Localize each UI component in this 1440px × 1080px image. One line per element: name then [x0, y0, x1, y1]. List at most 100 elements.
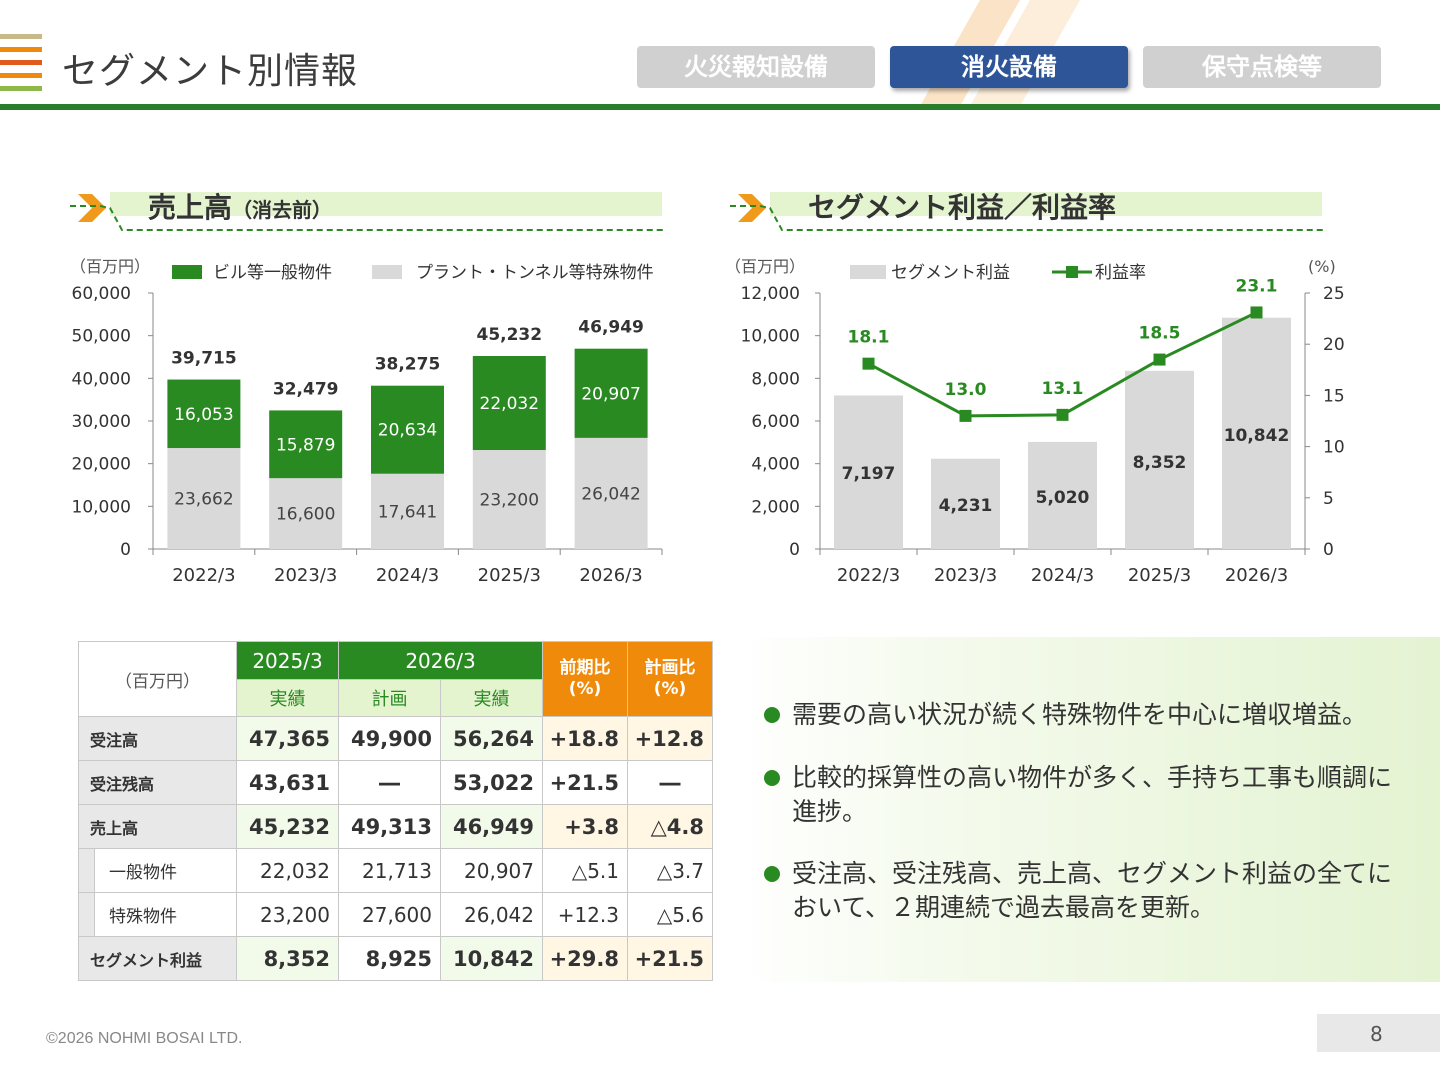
bar-special: [167, 448, 241, 549]
bar-value-label: 16,053: [174, 405, 233, 425]
y-tick-label: 30,000: [72, 412, 131, 432]
cell-vs-plan: +12.8: [627, 716, 713, 761]
cell-plan: ―: [338, 760, 441, 805]
logo-stripe: [0, 34, 42, 39]
bar-special: [574, 437, 648, 549]
y-tick-label: 6,000: [751, 412, 800, 432]
line-value-label: 23.1: [1236, 276, 1278, 296]
bar-special: [269, 478, 343, 549]
bullet-dot-icon: [764, 866, 780, 882]
line-value-label: 18.1: [848, 328, 890, 348]
bar-special: [472, 450, 546, 549]
cell-yoy: +3.8: [542, 804, 628, 849]
tab-fire-extinguishing[interactable]: 消火設備: [890, 46, 1128, 88]
y-tick-label: 2,000: [751, 497, 800, 517]
cell-2026: 20,907: [440, 848, 543, 893]
cell-2025: 47,365: [236, 716, 339, 761]
bullet-dot-icon: [764, 707, 780, 723]
line-value-label: 18.5: [1139, 324, 1181, 344]
legend-swatch: [850, 265, 886, 279]
header-yoy: 前期比 (%): [542, 641, 628, 717]
chevron-icon: [70, 194, 665, 231]
profit-section-header: セグメント利益／利益率: [730, 186, 1325, 236]
chevron-icon: [730, 194, 1325, 231]
sales-chart: （百万円） ビル等一般物件 プラント・トンネル等特殊物件 0 10,000 20,000 3…: [70, 257, 663, 586]
x-tick-label: 2023/3: [934, 565, 997, 586]
indent-cell: [78, 848, 95, 893]
bar-value-label: 22,032: [480, 394, 539, 414]
y-unit-label: （百万円）: [70, 257, 150, 276]
comment-box: 需要の高い状況が続く特殊物件を中心に増収増益。 比較的採算性の高い物件が多く、手…: [740, 637, 1440, 982]
cell-yoy: +18.8: [542, 716, 628, 761]
tab-fire-alarm[interactable]: 火災報知設備: [637, 46, 875, 88]
cell-2026: 53,022: [440, 760, 543, 805]
cell-2026: 10,842: [440, 936, 543, 981]
pct-unit: (%): [653, 679, 687, 699]
bullet-dot-icon: [764, 770, 780, 786]
sales-section-title: 売上高（消去前）: [148, 191, 333, 224]
row-label: 特殊物件: [94, 892, 237, 937]
legend-label: プラント・トンネル等特殊物件: [416, 263, 654, 283]
y-tick-label: 10,000: [72, 497, 131, 517]
bar-value-label: 10,842: [1224, 426, 1290, 446]
sub-header-actual-2025: 実績: [236, 679, 339, 717]
yoy-head-label: 前期比: [559, 658, 611, 678]
page-number: 8: [1370, 1022, 1383, 1046]
bar-value-label: 7,197: [842, 464, 896, 484]
y-tick-label: 0: [789, 540, 800, 560]
cell-plan: 49,313: [338, 804, 441, 849]
line-marker: [1153, 353, 1166, 366]
total-label: 46,949: [578, 318, 644, 338]
bar-value-label: 26,042: [581, 484, 640, 504]
bar-profit: [931, 458, 1000, 549]
total-label: 32,479: [273, 379, 339, 399]
tab-maintenance[interactable]: 保守点検等: [1143, 46, 1381, 88]
bar-special: [371, 473, 444, 549]
cell-plan: 49,900: [338, 716, 441, 761]
row-label: 受注残高: [78, 760, 237, 805]
header-2025: 2025/3: [236, 641, 339, 680]
segment-data-table: （百万円） 2025/3 2026/3 前期比 (%) 計画比 (%) 実績 計…: [78, 641, 713, 981]
cell-vs-plan: △4.8: [627, 804, 713, 849]
bar-general: [472, 356, 546, 451]
page-title: セグメント別情報: [62, 51, 359, 92]
y-tick-label: 4,000: [751, 455, 800, 475]
bar-value-label: 8,352: [1133, 453, 1187, 473]
cell-yoy: +21.5: [542, 760, 628, 805]
bar-value-label: 20,634: [378, 421, 437, 441]
bar-value-label: 23,200: [480, 491, 539, 511]
bar-general: [167, 379, 241, 449]
y-right-tick-label: 25: [1323, 284, 1345, 304]
y-right-tick-label: 15: [1323, 386, 1345, 406]
bar-value-label: 16,600: [276, 505, 335, 525]
bar-value-label: 20,907: [581, 384, 640, 404]
cell-vs-plan: ―: [627, 760, 713, 805]
total-label: 39,715: [171, 349, 237, 369]
cell-2025: 23,200: [236, 892, 339, 937]
cell-2025: 45,232: [236, 804, 339, 849]
line-marker: [1056, 408, 1069, 421]
bullet-item: 受注高、受注残高、売上高、セグメント利益の全てにおいて、２期連続で過去最高を更新…: [764, 857, 1404, 925]
cell-2025: 8,352: [236, 936, 339, 981]
header-vs-plan: 計画比 (%): [627, 641, 713, 717]
line-marker: [959, 409, 972, 422]
cell-yoy: +12.3: [542, 892, 628, 937]
header-2026: 2026/3: [338, 641, 543, 680]
bar-value-label: 23,662: [174, 490, 233, 510]
x-tick-label: 2024/3: [376, 565, 439, 586]
cell-2026: 26,042: [440, 892, 543, 937]
bar-general: [371, 385, 444, 474]
logo-stripes: [0, 34, 42, 98]
row-label: 売上高: [78, 804, 237, 849]
section-band: [770, 192, 1322, 216]
x-tick-label: 2026/3: [1225, 565, 1288, 586]
bullet-item: 需要の高い状況が続く特殊物件を中心に増収増益。: [764, 698, 1404, 732]
logo-stripe: [0, 86, 42, 91]
cell-2025: 43,631: [236, 760, 339, 805]
total-label: 38,275: [375, 355, 441, 375]
cell-2025: 22,032: [236, 848, 339, 893]
legend-label: 利益率: [1095, 263, 1146, 283]
cell-vs-plan: △5.6: [627, 892, 713, 937]
legend-label: セグメント利益: [891, 263, 1010, 283]
cell-yoy: +29.8: [542, 936, 628, 981]
